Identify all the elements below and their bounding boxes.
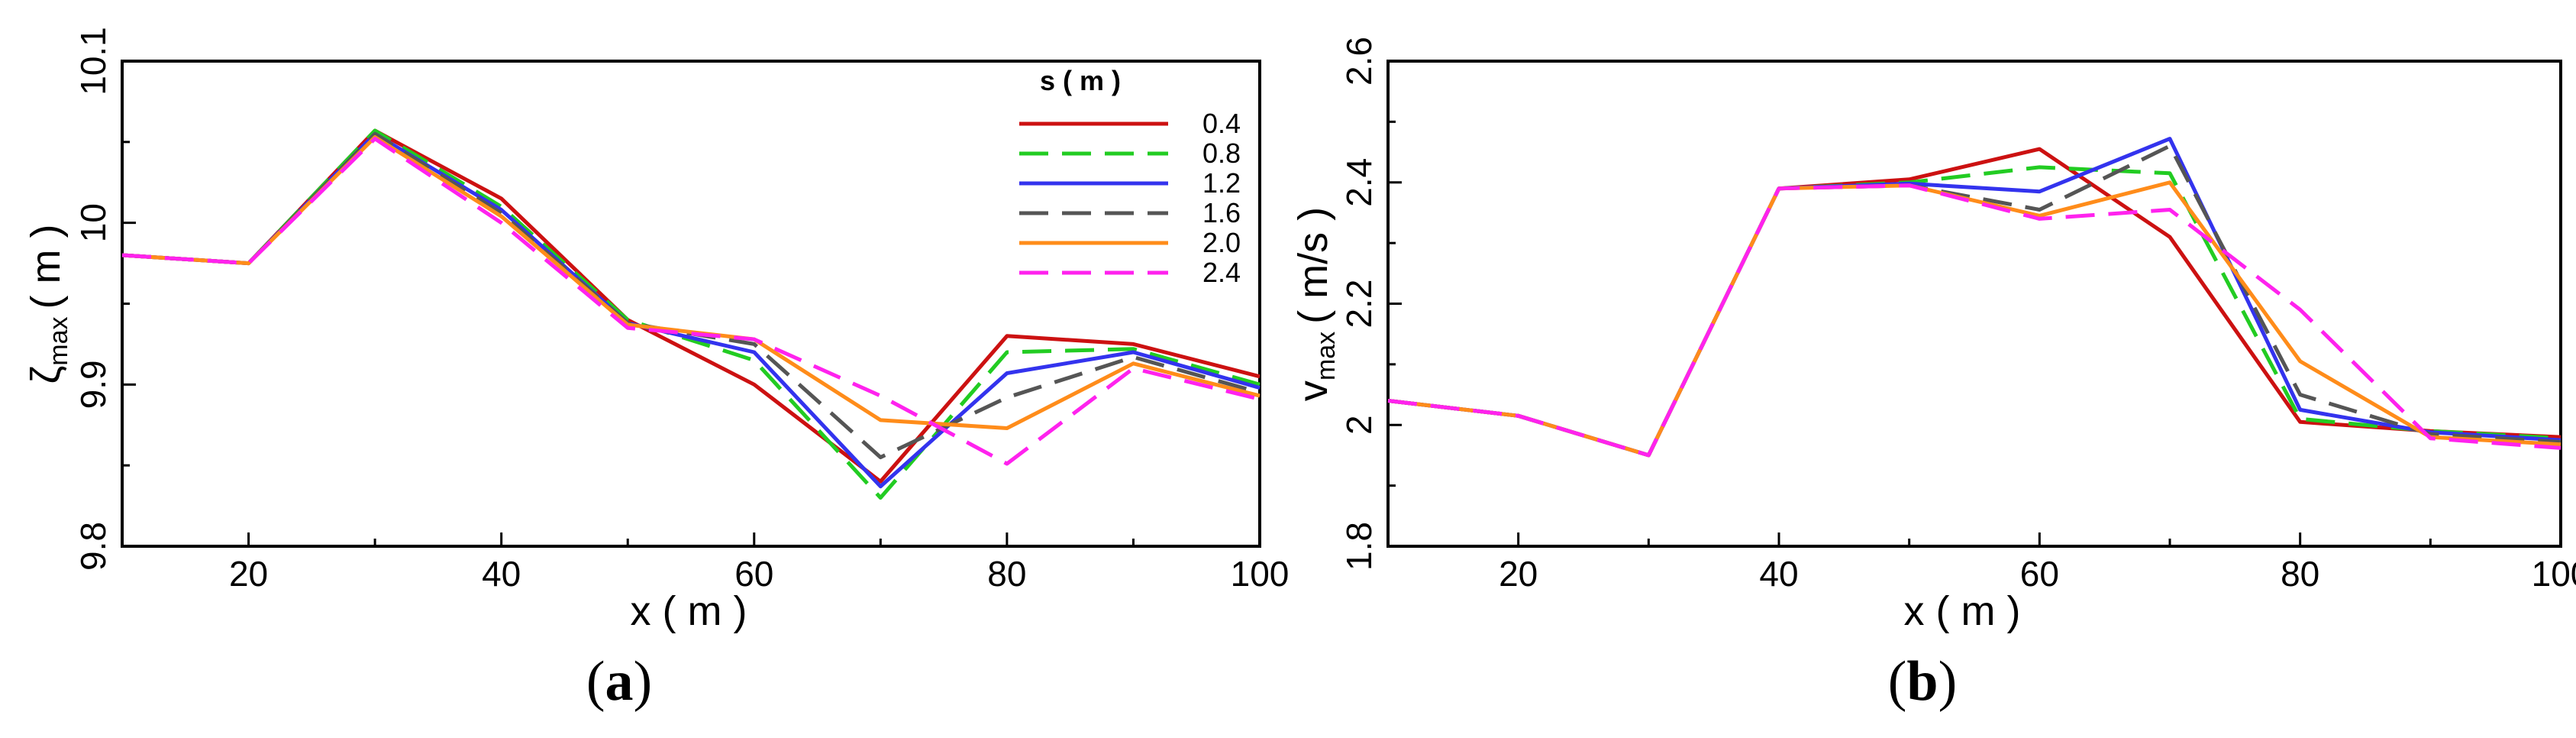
y-tick-label: 9.9 (73, 360, 113, 409)
panel-b-y-tick-labels: 1.8 2 2.2 2.4 2.6 (1339, 37, 1379, 571)
x-tick-label: 60 (734, 554, 773, 594)
panel-a-ticks (121, 60, 1261, 548)
series-line-2-4 (1387, 183, 2561, 458)
x-tick-label: 80 (2281, 554, 2319, 594)
panel-b-plot-frame (1386, 60, 2562, 548)
y-tick-label: 2.4 (1339, 158, 1379, 207)
panel-a-y-axis-label: ζmax ( m ) (23, 225, 73, 384)
panel-b-series (1387, 137, 2561, 458)
x-tick-label: 40 (1759, 554, 1798, 594)
y-tick-label: 2 (1339, 415, 1379, 435)
x-tick-label: 60 (2020, 554, 2059, 594)
panel-a-plot-frame (121, 60, 1261, 548)
panel-a-legend: s ( m ) 0.40.81.21.62.02.4 (1019, 65, 1241, 288)
series-line-1-2 (121, 131, 1261, 489)
y-tick-label: 2.2 (1339, 280, 1379, 329)
panel-a-caption-letter: a (605, 650, 634, 713)
x-tick-label: 80 (987, 554, 1026, 594)
panel-a-series (121, 128, 1261, 500)
panel-b-caption: (b) (1888, 650, 1957, 713)
y-tick-label: 10.1 (73, 27, 113, 95)
y-tick-label: 9.8 (73, 522, 113, 571)
panel-a-y-axis-symbol: ζ (23, 366, 69, 384)
legend-label-0-4: 0.4 (1202, 108, 1241, 139)
panel-b: 20 40 60 80 100 1.8 2 2.2 2.4 2.6 x ( m ) vmax ( … (1290, 37, 2576, 713)
x-tick-label: 100 (2532, 554, 2576, 594)
series-line-1-2 (1387, 137, 2561, 458)
panel-b-ticks (1386, 60, 2562, 548)
y-tick-label: 10 (73, 203, 113, 242)
panel-a-y-tick-labels: 9.8 9.9 10 10.1 (73, 27, 113, 571)
legend-label-2-4: 2.4 (1202, 257, 1241, 288)
series-line-0-8 (121, 128, 1261, 500)
x-tick-label: 20 (229, 554, 268, 594)
legend-entries: 0.40.81.21.62.02.4 (1019, 108, 1241, 288)
legend-label-1-2: 1.2 (1202, 167, 1241, 199)
x-tick-label: 20 (1499, 554, 1538, 594)
panel-a-x-tick-labels: 20 40 60 80 100 (229, 554, 1289, 594)
panel-a-caption: (a) (586, 650, 652, 713)
x-tick-label: 100 (1231, 554, 1290, 594)
panel-a-y-axis-subscript: max (44, 316, 73, 365)
panel-b-y-axis-subscript: max (1312, 332, 1341, 380)
series-line-2-4 (121, 137, 1261, 466)
panel-a: 20 40 60 80 100 9.8 9.9 10 10.1 x ( m ) ζmax ( m… (23, 27, 1289, 713)
panel-a-x-axis-label: x ( m ) (631, 588, 747, 634)
y-tick-label: 2.6 (1339, 37, 1379, 86)
panel-b-y-axis-unit: ( m/s ) (1290, 207, 1336, 324)
legend-label-2-0: 2.0 (1202, 227, 1241, 258)
series-line-2-0 (121, 135, 1261, 430)
panel-a-y-axis-unit: ( m ) (23, 225, 69, 309)
legend-label-1-6: 1.6 (1202, 197, 1241, 228)
panel-b-x-tick-labels: 20 40 60 80 100 (1499, 554, 2576, 594)
legend-label-0-8: 0.8 (1202, 138, 1241, 169)
legend-title: s ( m ) (1040, 65, 1121, 96)
x-tick-label: 40 (482, 554, 521, 594)
y-tick-label: 1.8 (1339, 522, 1379, 571)
series-line-2-0 (1387, 180, 2561, 458)
panel-b-y-axis-symbol: v (1290, 380, 1336, 401)
panel-b-y-axis-label: vmax ( m/s ) (1290, 207, 1341, 401)
panel-b-x-axis-label: x ( m ) (1904, 588, 2021, 634)
panel-b-caption-letter: b (1906, 650, 1938, 713)
